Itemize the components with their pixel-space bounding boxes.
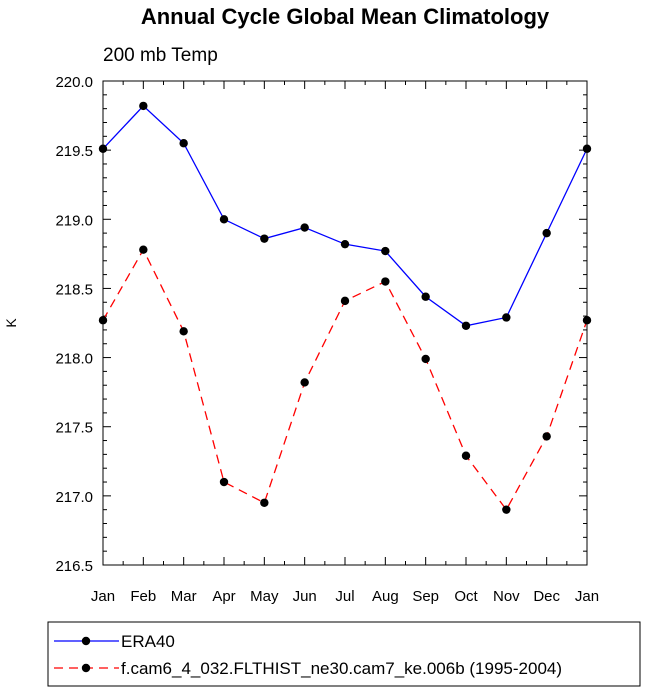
data-point [219, 477, 229, 487]
x-tick-label: Oct [454, 588, 478, 605]
data-point [542, 228, 551, 238]
data-point [260, 498, 269, 507]
data-point [421, 354, 430, 364]
x-tick-label: Nov [493, 588, 520, 605]
y-tick-label: 218.5 [55, 281, 93, 298]
y-tick-label: 217.0 [55, 489, 93, 506]
y-tick-label: 219.5 [55, 143, 93, 160]
data-point [260, 234, 269, 243]
legend-marker [81, 636, 91, 646]
data-point [381, 277, 390, 286]
x-tick-label: Jan [575, 588, 599, 605]
legend-label: f.cam6_4_032.FLTHIST_ne30.cam7_ke.006b (… [121, 659, 562, 678]
x-tick-label: Jul [335, 588, 354, 605]
plot-frame [102, 80, 588, 566]
data-point [139, 245, 148, 254]
x-tick-label: May [250, 588, 279, 605]
y-tick-label: 217.5 [55, 420, 93, 437]
y-tick-label: 219.0 [55, 212, 93, 229]
data-point [340, 296, 350, 306]
tick-labels: Jan Feb Mar Apr May Jun Jul Aug Sep Oct Nov Dec Jan 2… [55, 74, 599, 605]
chart-subtitle: 200 mb Temp [103, 45, 218, 66]
data-point [461, 451, 471, 460]
legend-items: ERA40 f.cam6_4_032.FLTHIST_ne30.cam7_ke.0… [54, 632, 562, 678]
data-point [542, 432, 551, 441]
legend-label: ERA40 [121, 632, 175, 651]
x-tick-label: Feb [130, 588, 156, 605]
axis-ticks [102, 80, 588, 566]
data-point [421, 292, 430, 301]
data-point [300, 378, 309, 387]
legend-marker [81, 663, 91, 673]
series-layer [98, 101, 592, 514]
data-point [139, 101, 148, 111]
data-point [300, 223, 309, 232]
data-point [219, 215, 229, 224]
y-tick-label: 216.5 [55, 558, 93, 575]
x-tick-label: Jan [91, 588, 115, 605]
x-tick-label: Mar [171, 588, 197, 605]
data-point [179, 139, 188, 148]
y-axis-label: K [3, 318, 19, 328]
y-tick-label: 218.0 [55, 351, 93, 368]
x-tick-label: Dec [533, 588, 560, 605]
series-group [98, 245, 592, 514]
data-point [461, 321, 471, 330]
data-point [502, 313, 511, 322]
legend-box [47, 621, 641, 687]
y-tick-label: 220.0 [55, 74, 93, 91]
x-tick-label: Aug [372, 588, 399, 605]
series-group [98, 101, 592, 330]
data-point [179, 327, 188, 336]
chart-title: Annual Cycle Global Mean Climatology [141, 4, 550, 29]
data-point [340, 239, 350, 249]
data-point [502, 505, 511, 514]
series-line [102, 104, 588, 327]
x-tick-label: Jun [293, 588, 317, 605]
data-point [381, 246, 390, 256]
series-line [102, 248, 588, 511]
x-tick-label: Sep [412, 588, 439, 605]
legend: ERA40 f.cam6_4_032.FLTHIST_ne30.cam7_ke.0… [47, 621, 641, 687]
x-tick-label: Apr [212, 588, 235, 605]
